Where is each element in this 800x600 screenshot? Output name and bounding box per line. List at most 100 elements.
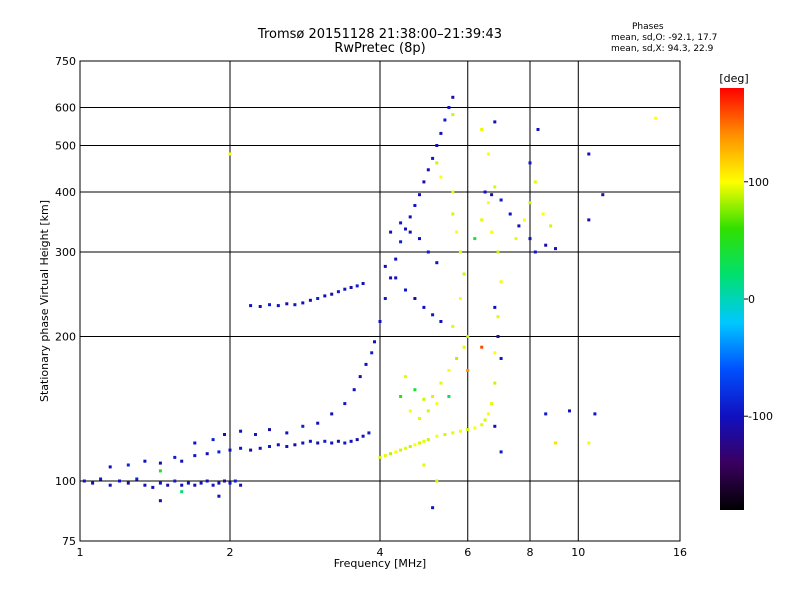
y-tick-label: 600 [55, 102, 76, 115]
colorbar-tick-label: 100 [748, 176, 769, 189]
scatter-point [480, 218, 484, 222]
scatter-point [383, 454, 387, 458]
scatter-point [462, 272, 466, 276]
scatter-point [223, 479, 226, 483]
phases-o-stats: mean, sd,O: -92.1, 17.7 [611, 33, 718, 43]
scatter-point [180, 459, 184, 463]
scatter-point [554, 441, 557, 445]
scatter-point [217, 494, 221, 498]
y-tick-label: 100 [55, 475, 76, 488]
scatter-point [158, 469, 162, 473]
scatter-point [422, 180, 426, 184]
scatter-point [276, 304, 280, 308]
scatter-point [493, 424, 497, 428]
scatter-point [493, 185, 497, 189]
x-tick-label: 4 [377, 546, 384, 559]
scatter-point [413, 297, 417, 300]
scatter-point [544, 243, 548, 247]
scatter-point [431, 313, 435, 317]
scatter-point [486, 152, 490, 156]
scatter-point [483, 190, 487, 194]
scatter-point [193, 483, 197, 487]
phases-heading: Phases [632, 22, 664, 32]
scatter-point [499, 450, 503, 454]
scatter-point [490, 402, 494, 406]
scatter-point [293, 443, 297, 447]
chart-title: Tromsø 20151128 21:38:00–21:39:43 [257, 27, 503, 42]
scatter-point [528, 201, 532, 205]
scatter-point [399, 221, 403, 225]
scatter-point [466, 368, 470, 372]
scatter-point [439, 381, 443, 385]
scatter-point [451, 431, 455, 435]
scatter-point [258, 305, 262, 308]
scatter-point [413, 204, 417, 207]
scatter-point [473, 426, 477, 430]
scatter-point [490, 193, 494, 197]
scatter-point [193, 454, 197, 458]
y-tick-label: 75 [62, 535, 76, 548]
scatter-point [228, 481, 232, 485]
scatter-point [473, 237, 477, 241]
scatter-point [462, 345, 466, 349]
colorbar-tick-label: -100 [748, 410, 773, 423]
scatter-point [533, 180, 537, 184]
scatter-point [268, 428, 271, 432]
scatter-point [223, 433, 226, 436]
scatter-point [413, 388, 417, 392]
scatter-point [254, 433, 257, 436]
scatter-point [426, 250, 430, 254]
scatter-point [373, 340, 376, 344]
scatter-point [285, 445, 289, 448]
scatter-point [493, 381, 497, 385]
scatter-point [439, 131, 443, 135]
scatter-point [108, 483, 112, 487]
scatter-point [126, 463, 130, 467]
scatter-point [568, 409, 571, 413]
scatter-point [211, 438, 215, 442]
scatter-point [118, 479, 121, 483]
scatter-point [426, 409, 430, 413]
scatter-point [426, 168, 430, 172]
scatter-point [435, 261, 439, 265]
scatter-point [249, 304, 253, 308]
scatter-point [451, 212, 455, 216]
x-tick-label: 2 [227, 546, 234, 559]
scatter-point [408, 409, 412, 413]
scatter-point [528, 161, 532, 165]
scatter-point [361, 434, 365, 438]
scatter-point [399, 240, 403, 244]
scatter-point [480, 128, 484, 131]
scatter-point [228, 448, 232, 452]
x-tick-label: 8 [527, 546, 534, 559]
colorbar-label: [deg] [719, 72, 748, 85]
data-points [82, 95, 658, 510]
scatter-point [587, 441, 591, 445]
scatter-point [404, 375, 407, 379]
scatter-point [151, 485, 155, 489]
scatter-point [493, 305, 497, 309]
scatter-point [394, 276, 398, 280]
scatter-point [447, 368, 451, 372]
scatter-point [301, 424, 305, 428]
scatter-point [587, 152, 591, 156]
scatter-point [514, 237, 518, 241]
scatter-point [143, 459, 147, 463]
scatter-point [443, 118, 447, 122]
phases-x-stats: mean, sd,X: 94.3, 22.9 [611, 44, 714, 54]
scatter-point [496, 335, 500, 338]
scatter-point [439, 175, 443, 179]
scatter-point [490, 230, 494, 234]
scatter-point [239, 429, 243, 433]
scatter-point [173, 455, 177, 459]
scatter-point [422, 397, 426, 401]
scatter-point [199, 481, 203, 485]
axis-ticks: 1 2 4 6 8 10 16 75 100 200 300 400 500 600 750 [55, 55, 687, 559]
scatter-point [343, 287, 347, 291]
scatter-point [533, 250, 537, 254]
scatter-point [431, 506, 435, 510]
scatter-point [99, 477, 103, 481]
scatter-point [143, 483, 147, 487]
scatter-point [431, 395, 435, 398]
scatter-point [418, 237, 421, 241]
